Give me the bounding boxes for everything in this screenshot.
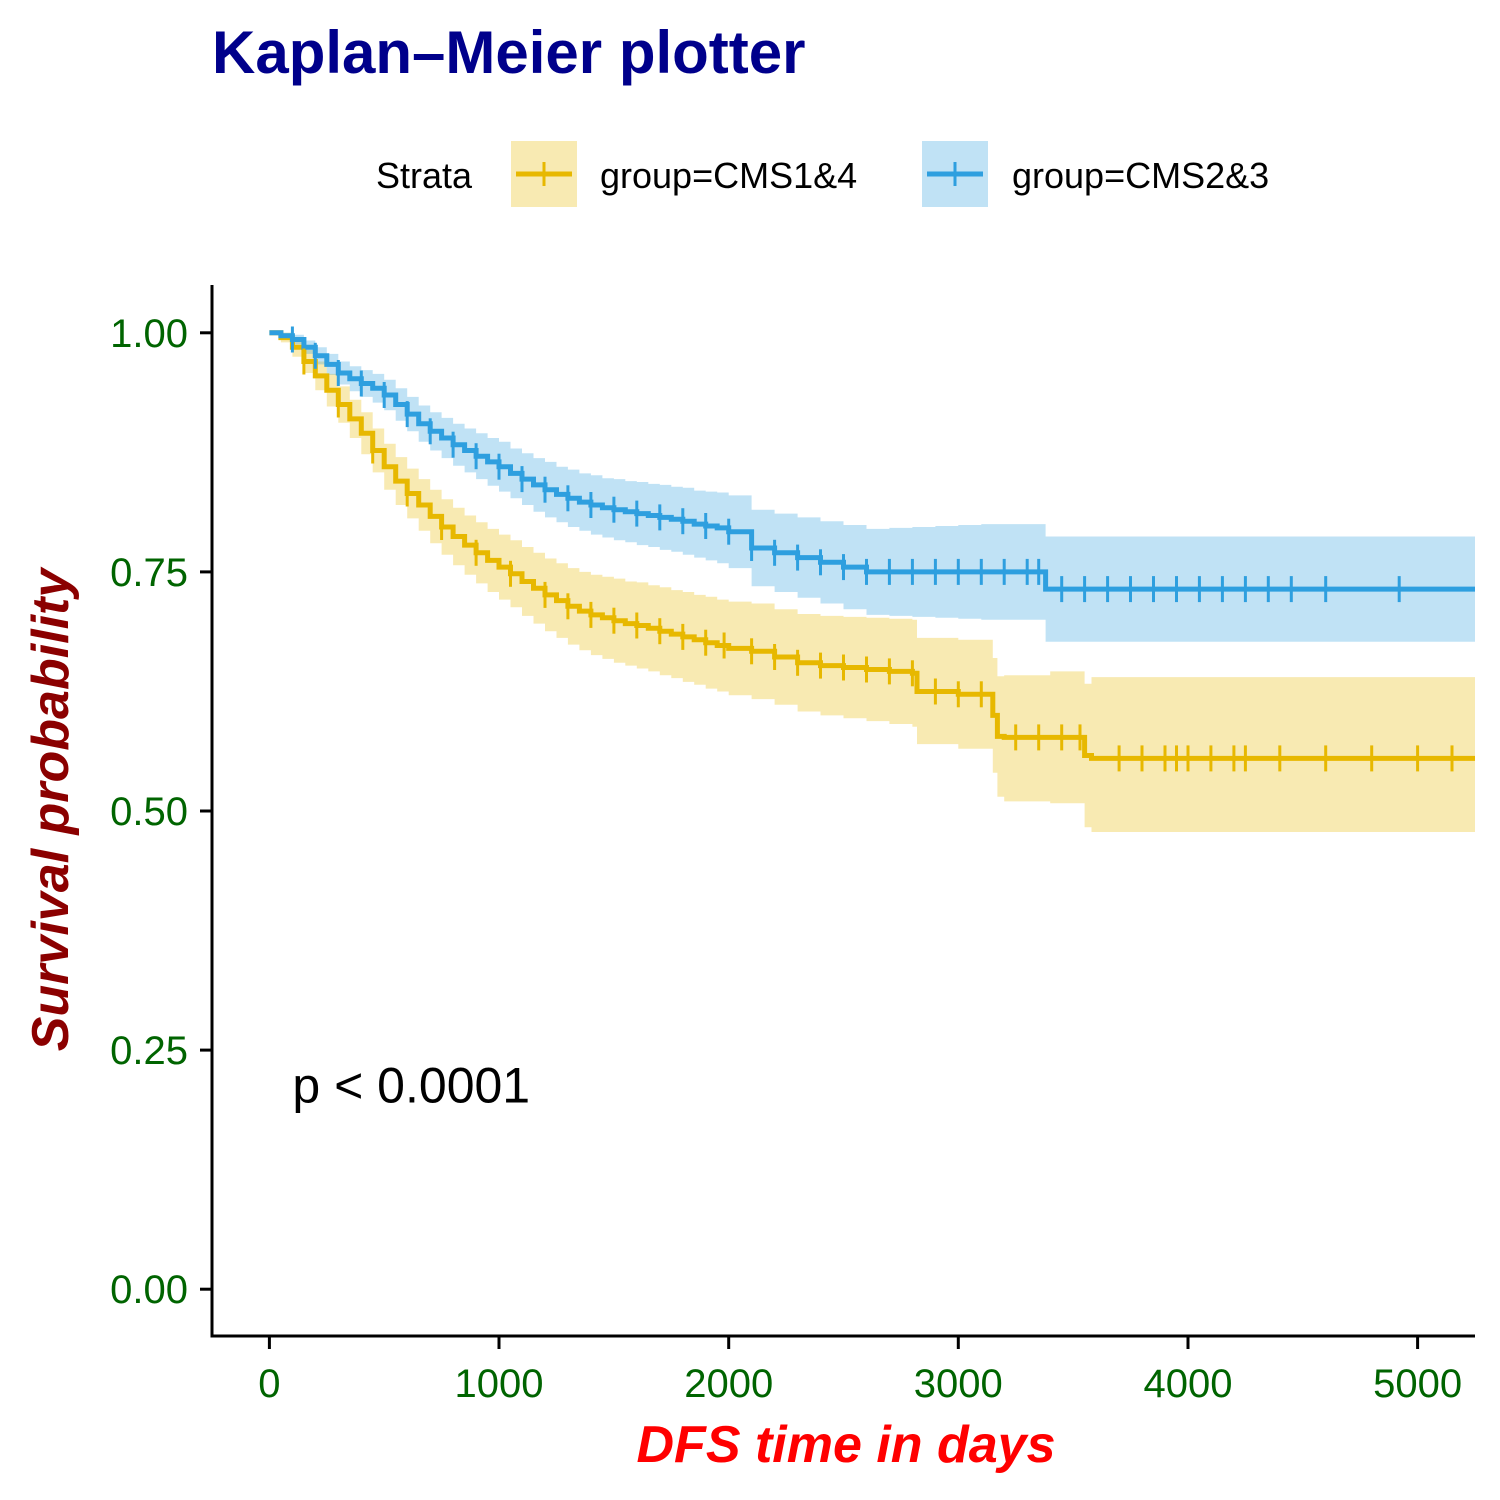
censor-marks <box>290 326 1454 772</box>
y-axis-title: Survival probability <box>22 566 80 1052</box>
legend-title: Strata <box>376 155 473 196</box>
x-tick-label: 3000 <box>914 1362 1003 1406</box>
x-tick-label: 2000 <box>684 1362 773 1406</box>
y-tick-label: 0.75 <box>110 551 188 595</box>
x-tick-label: 0 <box>258 1362 280 1406</box>
x-tick-label: 5000 <box>1373 1362 1462 1406</box>
ci-band-cms14 <box>269 332 1475 832</box>
legend-label-cms14: group=CMS1&4 <box>600 155 857 196</box>
y-tick-label: 0.50 <box>110 790 188 834</box>
x-tick-label: 1000 <box>455 1362 544 1406</box>
legend-label-cms23: group=CMS2&3 <box>1012 155 1269 196</box>
confidence-bands <box>269 332 1475 832</box>
y-tick-label: 0.00 <box>110 1268 188 1312</box>
x-axis-title: DFS time in days <box>637 1416 1056 1474</box>
y-axis-ticks: 0.00 0.25 0.50 0.75 1.00 <box>110 312 212 1312</box>
y-tick-label: 1.00 <box>110 312 188 356</box>
legend-entry-cms23: group=CMS2&3 <box>922 141 1269 207</box>
legend: Strata group=CMS1&4 group=CMS2&3 <box>376 141 1269 207</box>
legend-entry-cms14: group=CMS1&4 <box>511 141 857 207</box>
y-tick-label: 0.25 <box>110 1029 188 1073</box>
chart-title: Kaplan–Meier plotter <box>212 19 805 86</box>
ci-band-cms23 <box>269 332 1475 642</box>
p-value-annotation: p < 0.0001 <box>292 1058 530 1114</box>
x-axis-ticks: 0 1000 2000 3000 4000 5000 <box>258 1337 1462 1406</box>
x-tick-label: 4000 <box>1144 1362 1233 1406</box>
